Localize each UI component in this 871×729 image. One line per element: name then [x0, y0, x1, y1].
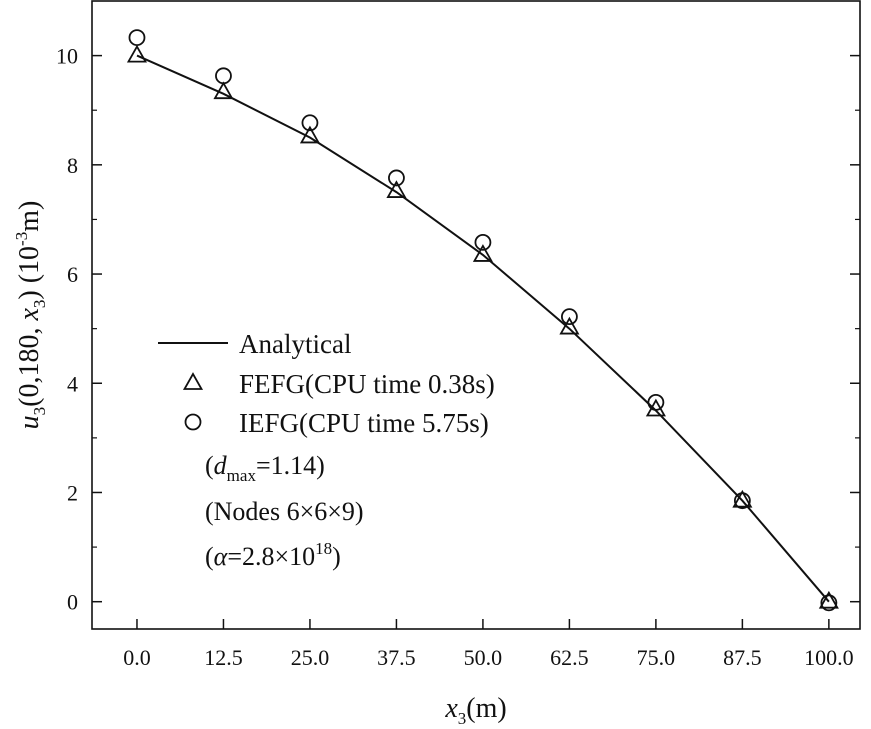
series-layer	[126, 29, 839, 612]
x-tick-label-6: 75.0	[637, 645, 676, 670]
iefg-point-0	[128, 29, 146, 46]
iefg-point-5	[561, 308, 578, 326]
y-tick-label-5: 10	[56, 44, 78, 69]
y-tick-label-0: 0	[67, 590, 78, 615]
iefg-point-1	[215, 67, 232, 85]
iefg-point-3	[388, 169, 405, 187]
fefg-point-2	[299, 125, 320, 144]
legend: Analytical FEFG(CPU time 0.38s) IEFG(CPU…	[158, 329, 495, 438]
legend-circle-icon	[184, 413, 202, 431]
iefg-point-8	[820, 594, 838, 612]
legend-triangle-icon	[182, 372, 204, 390]
annotation-dmax: (dmax=1.14)	[205, 451, 325, 485]
x-tick-label-2: 25.0	[291, 645, 330, 670]
iefg-point-7	[733, 492, 751, 510]
y-tick-label-3: 6	[67, 262, 78, 287]
y-axis-label: u3(0,180, x3) (10-3m)	[12, 201, 49, 430]
fefg-point-7	[732, 489, 753, 508]
iefg-point-2	[301, 114, 319, 132]
legend-label-analytical: Analytical	[239, 329, 351, 359]
x-tick-label-0: 0.0	[123, 645, 151, 670]
fefg-point-4	[472, 244, 493, 262]
ticks-layer: 0.0 12.5 25.0 37.5 50.0 62.5 75.0 87.5 100.0 0 2 4 6…	[56, 44, 860, 670]
plot-frame	[91, 0, 861, 630]
fefg-point-0	[126, 44, 148, 63]
series-analytical-line	[136, 54, 830, 603]
legend-label-fefg: FEFG(CPU time 0.38s)	[239, 369, 495, 399]
y-tick-label-4: 8	[67, 153, 78, 178]
y-tick-label-2: 4	[67, 371, 78, 396]
annotation-alpha: (α=2.8×1018)	[205, 539, 341, 571]
x-tick-label-8: 100.0	[804, 645, 854, 670]
x-tick-label-1: 12.5	[204, 645, 243, 670]
iefg-point-6	[647, 393, 665, 411]
fefg-point-3	[386, 180, 407, 198]
fefg-point-5	[559, 316, 580, 335]
iefg-point-4	[474, 233, 492, 251]
legend-label-iefg: IEFG(CPU time 5.75s)	[239, 408, 489, 438]
x-tick-label-7: 87.5	[723, 645, 762, 670]
x-tick-label-3: 37.5	[377, 645, 416, 670]
fefg-point-8	[818, 590, 839, 609]
x-tick-label-5: 62.5	[550, 645, 589, 670]
fefg-point-1	[213, 81, 234, 100]
x-axis-label: x3(m)	[444, 693, 506, 728]
annotation-nodes: (Nodes 6×6×9)	[205, 497, 364, 526]
y-tick-label-1: 2	[67, 480, 78, 505]
x-tick-label-4: 50.0	[464, 645, 503, 670]
